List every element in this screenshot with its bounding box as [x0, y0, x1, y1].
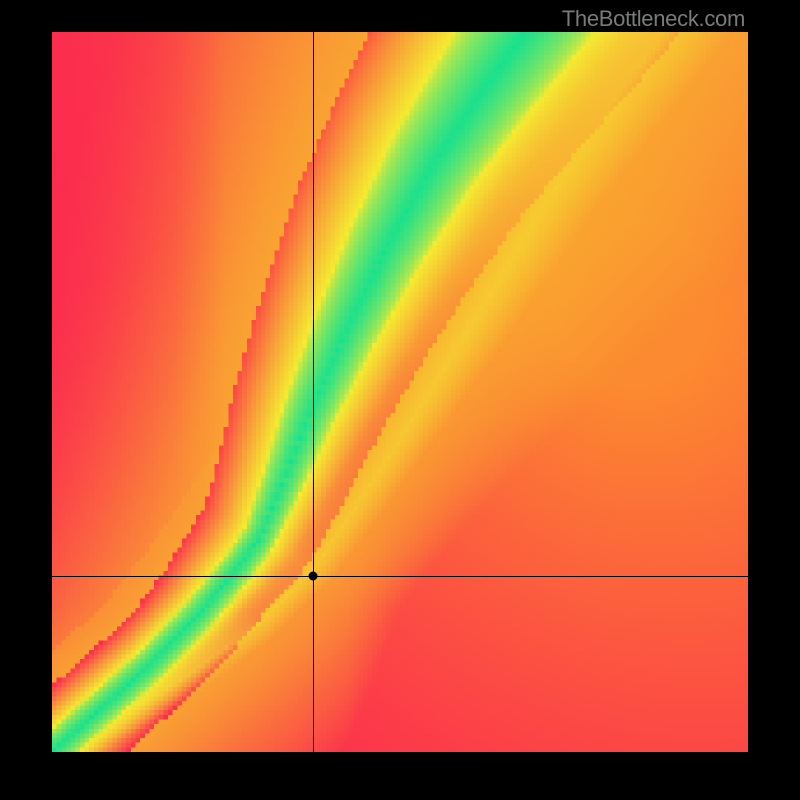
crosshair-horizontal [52, 576, 748, 577]
crosshair-marker [309, 571, 318, 580]
heatmap-plot [52, 32, 748, 752]
heatmap-canvas [52, 32, 748, 752]
crosshair-vertical [313, 32, 314, 752]
watermark-text: TheBottleneck.com [562, 6, 745, 32]
